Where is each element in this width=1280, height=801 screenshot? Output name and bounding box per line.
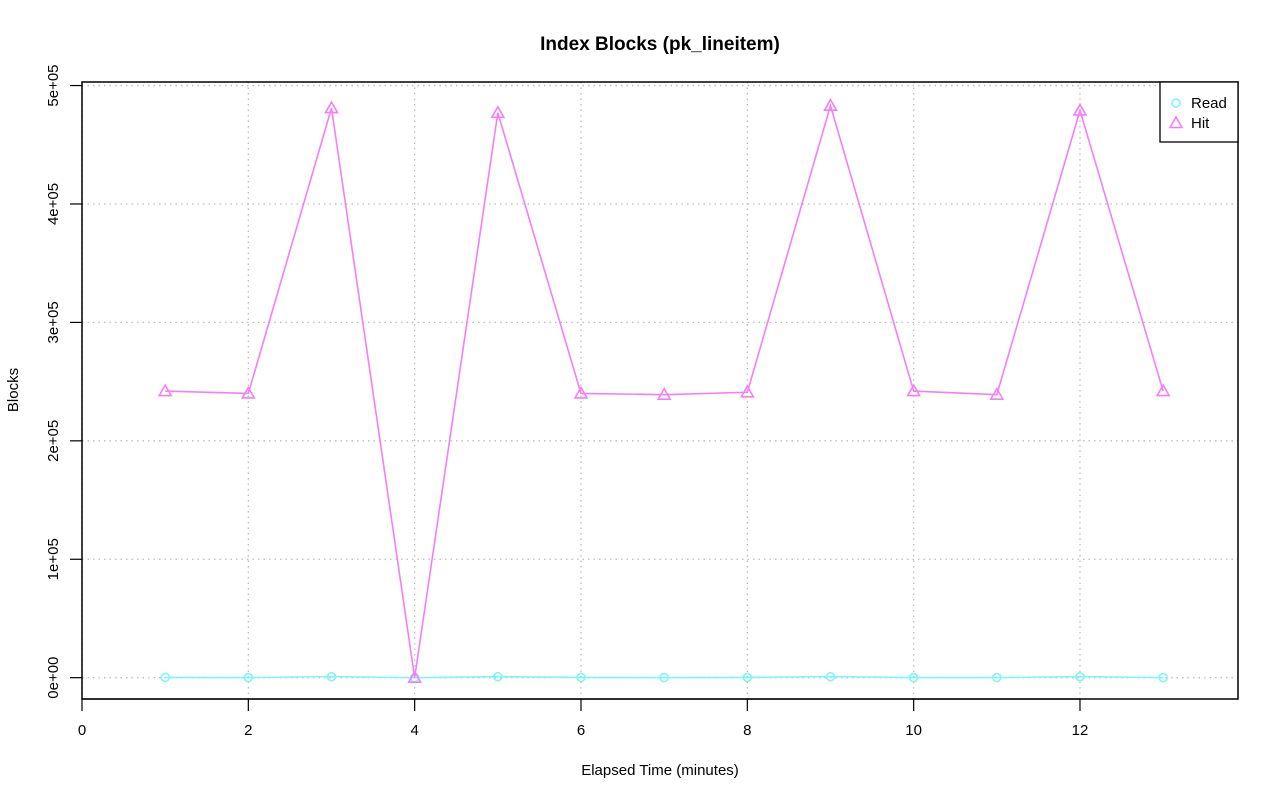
hit-point (157, 383, 173, 397)
legend: Read Hit (1159, 81, 1239, 143)
read-point (908, 672, 919, 683)
hit-point (1072, 102, 1088, 116)
hit-point (573, 385, 589, 399)
plot-area (157, 98, 1171, 683)
x-tick-label: 12 (1072, 722, 1089, 739)
x-tick-label: 2 (244, 722, 252, 739)
plot-frame (81, 81, 1239, 700)
x-tick-label: 4 (410, 722, 418, 739)
read-point (1171, 98, 1181, 108)
read-point (160, 672, 170, 683)
read-point (1158, 672, 1168, 683)
y-tick-label: 2e+05 (45, 420, 62, 462)
x-tick-label: 6 (577, 722, 585, 739)
hit-point (1155, 383, 1171, 397)
read-point (659, 672, 669, 683)
series-read (160, 671, 1168, 683)
y-axis-label: Blocks (5, 368, 22, 412)
read-point (576, 672, 586, 683)
hit-point (1168, 115, 1184, 129)
legend-label: Hit (1191, 115, 1210, 132)
legend-box (1159, 81, 1239, 143)
grid (81, 82, 1238, 699)
hit-point (906, 383, 922, 397)
hit-point (656, 387, 672, 400)
read-point (825, 671, 836, 682)
y-tick-label: 3e+05 (45, 301, 62, 343)
series-hit (157, 98, 1171, 683)
read-point (326, 671, 337, 682)
read-point (742, 672, 753, 683)
hit-point (823, 98, 838, 111)
series-line-read (165, 675, 1164, 679)
read-point (1075, 671, 1085, 682)
legend-label: Read (1191, 95, 1227, 112)
x-tick-label: 0 (78, 722, 86, 739)
y-tick-label: 4e+05 (45, 183, 62, 225)
read-point (493, 671, 503, 682)
hit-point (240, 385, 256, 399)
hit-point (989, 387, 1005, 400)
read-point (243, 672, 254, 683)
y-tick-label: 5e+05 (45, 64, 62, 106)
legend-item-hit: Hit (1168, 115, 1210, 132)
chart-title: Index Blocks (pk_lineitem) (540, 34, 780, 55)
hit-point (490, 105, 506, 119)
hit-point (324, 100, 339, 114)
read-point (992, 672, 1002, 683)
legend-item-read: Read (1171, 95, 1227, 112)
x-tick-label: 10 (905, 722, 922, 739)
y-tick-label: 1e+05 (45, 538, 62, 580)
x-axis-label: Elapsed Time (minutes) (581, 762, 739, 779)
y-tick-label: 0e+00 (45, 657, 62, 699)
hit-point (739, 384, 755, 398)
hit-point (407, 670, 423, 683)
series-line-hit (165, 102, 1164, 678)
axes: 0 2 4 6 8 10 12 0e+00 1e+05 2e+05 3e+05 4e+05 5e+05 (45, 64, 1088, 739)
x-tick-label: 8 (743, 722, 751, 739)
